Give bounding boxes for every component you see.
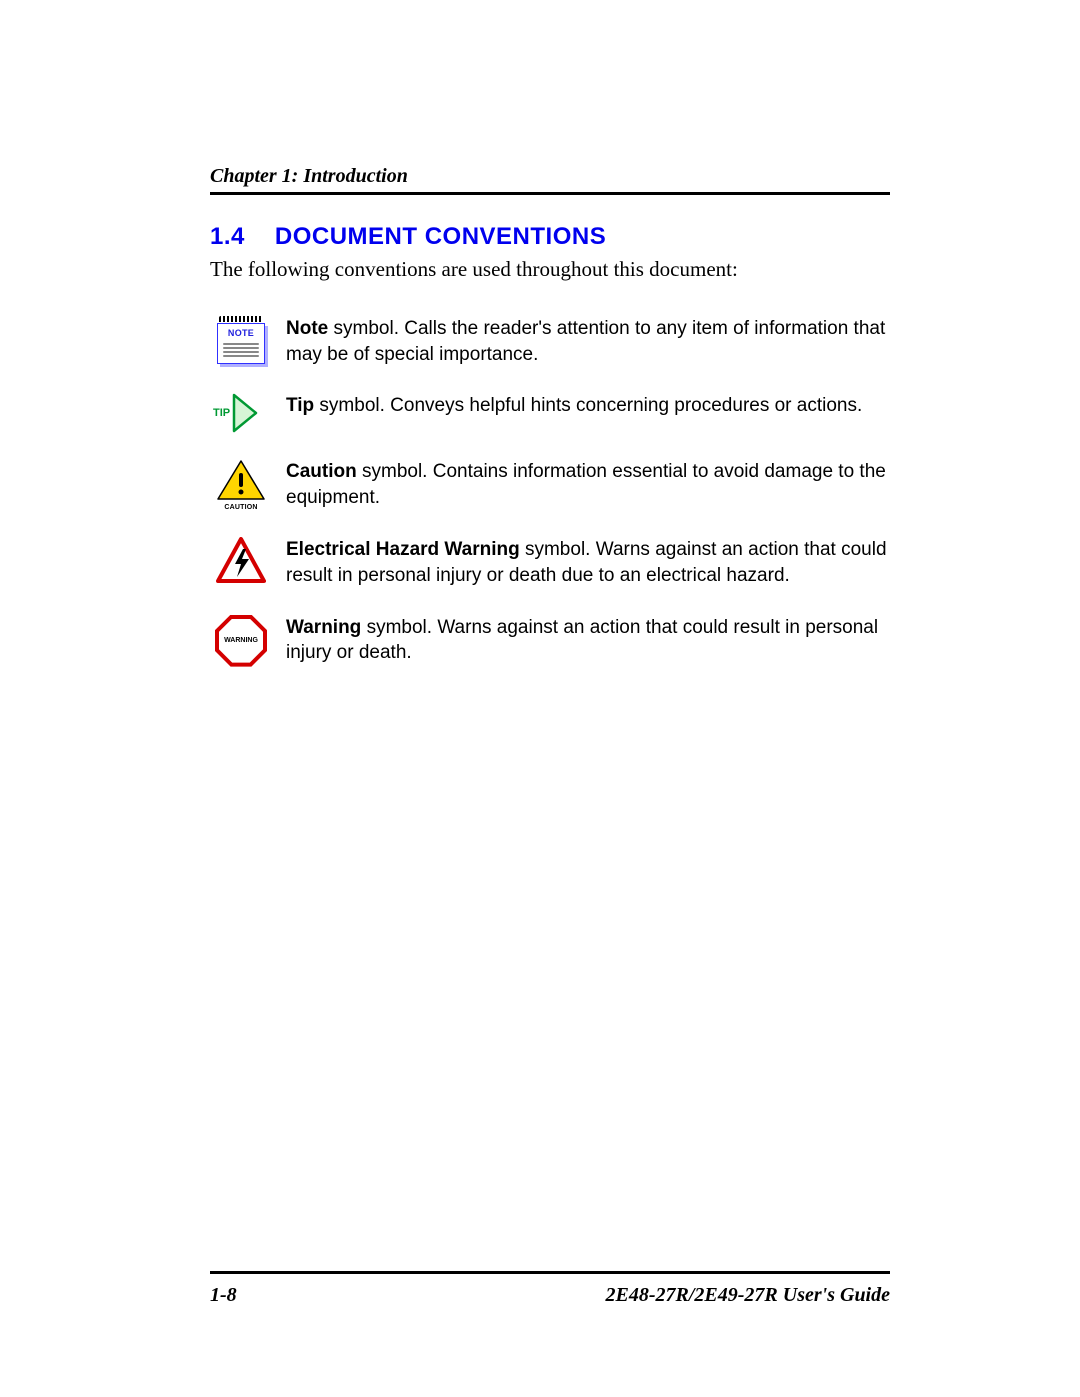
convention-tip: TIP Tip symbol. Conveys helpful hints co… [210,393,890,433]
electrical-hazard-icon [210,537,272,588]
page-footer: 1-8 2E48-27R/2E49-27R User's Guide [210,1271,890,1307]
note-text: Note symbol. Calls the reader's attentio… [286,316,890,367]
caution-icon: CAUTION [210,459,272,511]
caution-icon-label: CAUTION [216,504,266,511]
section-number: 1.4 [210,223,245,251]
convention-warning: WARNING Warning symbol. Warns against an… [210,615,890,667]
convention-note: NOTE Note symbol. Calls the reader's att… [210,316,890,367]
chapter-header: Chapter 1: Introduction [210,165,890,195]
tip-icon: TIP [210,393,272,433]
section-heading: 1.4 DOCUMENT CONVENTIONS [210,223,890,251]
convention-electrical: Electrical Hazard Warning symbol. Warns … [210,537,890,588]
convention-caution: CAUTION Caution symbol. Contains informa… [210,459,890,511]
warning-icon-label: WARNING [224,637,258,644]
page-number: 1-8 [210,1284,237,1307]
tip-text: Tip symbol. Conveys helpful hints concer… [286,393,890,419]
electrical-text: Electrical Hazard Warning symbol. Warns … [286,537,890,588]
note-icon-label: NOTE [221,327,261,341]
guide-title: 2E48-27R/2E49-27R User's Guide [606,1284,890,1307]
section-title: DOCUMENT CONVENTIONS [275,223,606,250]
caution-text: Caution symbol. Contains information ess… [286,459,890,510]
warning-text: Warning symbol. Warns against an action … [286,615,890,666]
note-icon: NOTE [210,316,272,364]
intro-text: The following conventions are used throu… [210,257,890,282]
warning-icon: WARNING [210,615,272,667]
tip-icon-label: TIP [213,407,230,419]
